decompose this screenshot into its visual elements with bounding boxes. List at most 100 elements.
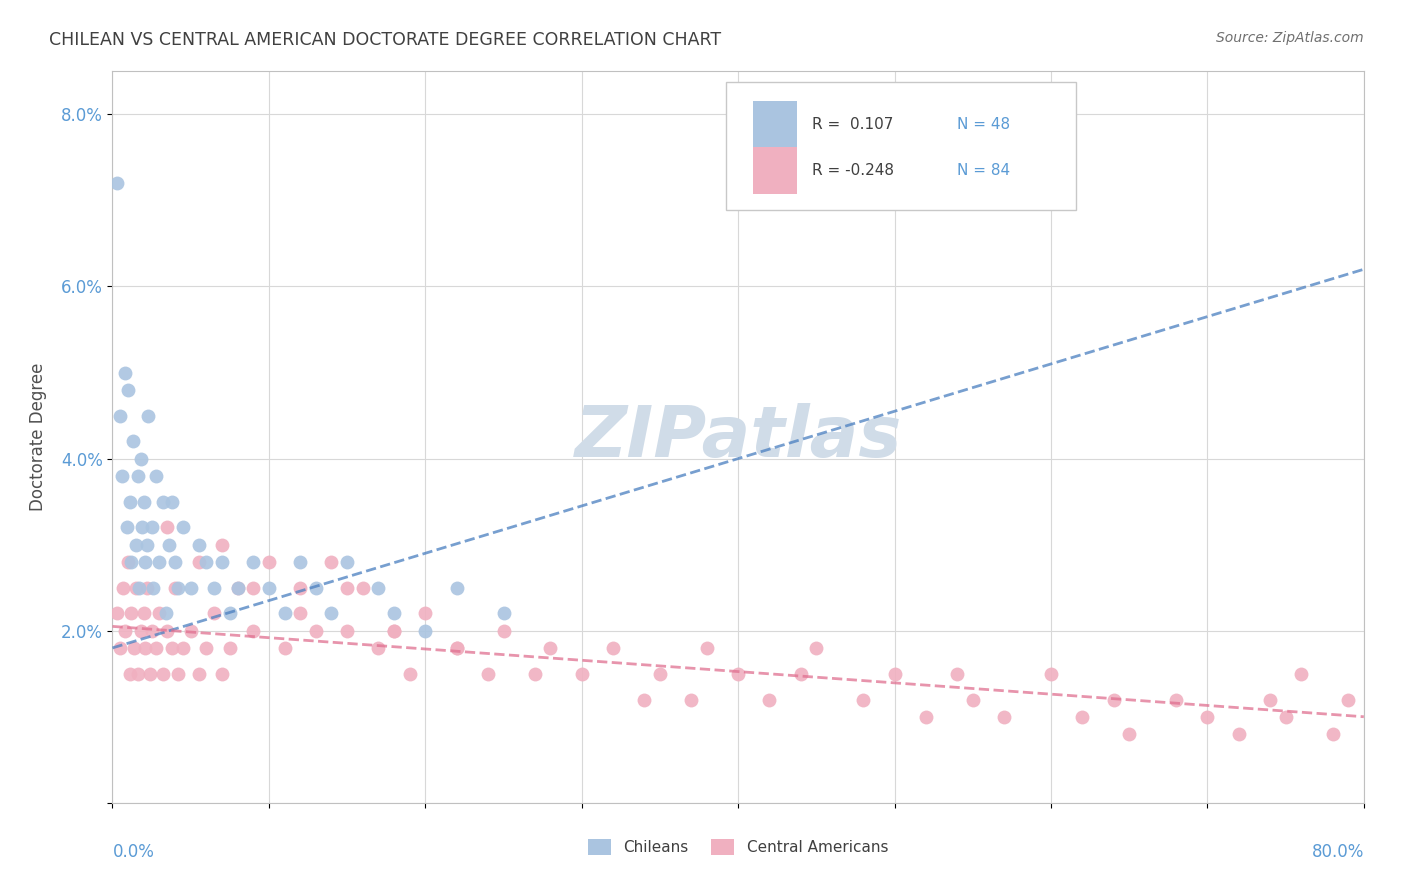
Point [446, 640, 468, 655]
Point [138, 409, 160, 423]
Point [915, 710, 938, 724]
Point [139, 666, 162, 681]
Point [336, 555, 359, 569]
Point [883, 666, 905, 681]
Point [195, 555, 218, 569]
Point [124, 640, 146, 655]
Point [211, 666, 233, 681]
Point [242, 581, 264, 595]
Point [127, 468, 149, 483]
Point [257, 581, 280, 595]
Point [382, 607, 405, 621]
Text: R = -0.248: R = -0.248 [813, 162, 894, 178]
Point [105, 176, 128, 190]
Text: R =  0.107: R = 0.107 [813, 117, 893, 131]
Point [1337, 692, 1360, 706]
Text: N = 48: N = 48 [957, 117, 1011, 131]
FancyBboxPatch shape [754, 101, 797, 148]
Point [120, 555, 142, 569]
Point [290, 581, 312, 595]
Point [477, 666, 499, 681]
Point [242, 624, 264, 638]
Point [1322, 727, 1344, 741]
Point [758, 692, 780, 706]
Point [117, 383, 139, 397]
Point [727, 666, 749, 681]
Point [172, 640, 194, 655]
Point [962, 692, 984, 706]
Point [1227, 727, 1250, 741]
Point [202, 581, 225, 595]
Point [211, 555, 233, 569]
Point [1274, 710, 1296, 724]
Point [211, 538, 233, 552]
Point [152, 494, 174, 508]
Point [105, 607, 128, 621]
Point [305, 581, 328, 595]
Point [148, 607, 170, 621]
Point [145, 468, 167, 483]
Point [321, 555, 343, 569]
Point [118, 494, 141, 508]
Point [1039, 666, 1063, 681]
Point [273, 607, 295, 621]
Point [290, 607, 312, 621]
Point [681, 692, 703, 706]
Point [538, 640, 561, 655]
Point [167, 666, 190, 681]
Point [382, 624, 405, 638]
Point [257, 555, 280, 569]
Point [602, 640, 624, 655]
Point [1071, 710, 1094, 724]
Text: ZIPatlas: ZIPatlas [575, 402, 901, 472]
Point [129, 451, 152, 466]
Text: CHILEAN VS CENTRAL AMERICAN DOCTORATE DEGREE CORRELATION CHART: CHILEAN VS CENTRAL AMERICAN DOCTORATE DE… [49, 31, 721, 49]
Point [336, 581, 359, 595]
Point [157, 538, 180, 552]
Point [160, 640, 183, 655]
Point [242, 555, 264, 569]
Point [398, 666, 420, 681]
Point [142, 581, 165, 595]
Point [571, 666, 593, 681]
Point [946, 666, 969, 681]
Point [125, 538, 148, 552]
Point [290, 555, 312, 569]
Point [226, 581, 249, 595]
Point [132, 607, 155, 621]
Point [127, 666, 149, 681]
Point [1118, 727, 1140, 741]
Point [382, 624, 405, 638]
Point [852, 692, 875, 706]
Point [112, 581, 135, 595]
FancyBboxPatch shape [725, 82, 1076, 211]
Point [993, 710, 1015, 724]
Point [135, 581, 157, 595]
Point [141, 624, 163, 638]
Point [141, 520, 163, 534]
Point [180, 624, 202, 638]
Point [114, 366, 136, 380]
Point [172, 520, 194, 534]
Point [110, 409, 132, 423]
Point [117, 555, 139, 569]
Point [163, 555, 186, 569]
Point [1291, 666, 1313, 681]
Point [148, 555, 170, 569]
Point [218, 640, 240, 655]
Point [118, 666, 141, 681]
Point [305, 624, 328, 638]
Point [132, 494, 155, 508]
Point [492, 624, 515, 638]
Point [413, 607, 436, 621]
Point [156, 520, 179, 534]
Point [187, 666, 209, 681]
Point [187, 538, 209, 552]
Point [195, 640, 218, 655]
Point [1197, 710, 1219, 724]
Point [696, 640, 718, 655]
FancyBboxPatch shape [754, 146, 797, 194]
Point [446, 581, 468, 595]
Point [134, 640, 156, 655]
Point [125, 581, 148, 595]
